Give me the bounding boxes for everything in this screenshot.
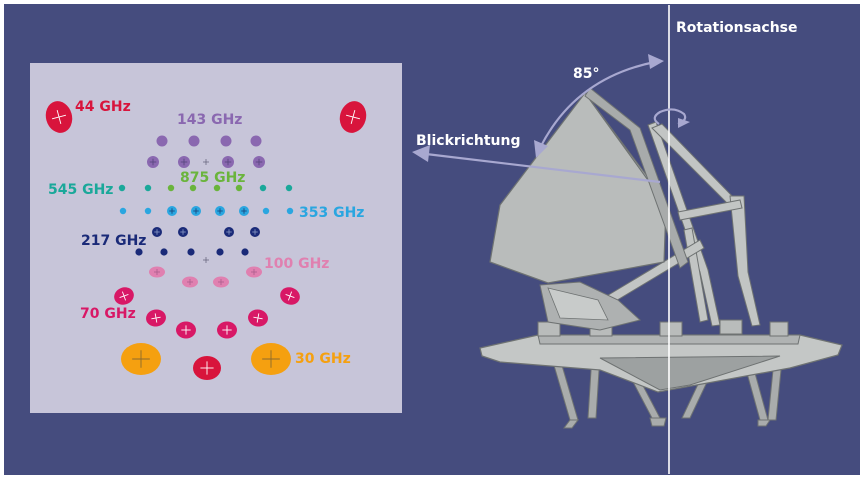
horn-353ghz bbox=[286, 207, 294, 215]
horn-353ghz bbox=[191, 206, 201, 216]
horn-143ghz bbox=[220, 135, 232, 147]
mirror-frame bbox=[584, 87, 689, 269]
horn-143ghz bbox=[253, 156, 265, 168]
horn-217ghz bbox=[216, 248, 224, 256]
base-underside bbox=[599, 355, 781, 391]
horn-545ghz bbox=[259, 184, 267, 192]
horn-100ghz bbox=[246, 266, 262, 278]
horn-70ghz bbox=[176, 321, 196, 339]
rotation-axis-label: Rotationsachse bbox=[676, 20, 798, 36]
horn-70ghz bbox=[146, 309, 166, 327]
horn-143ghz bbox=[222, 156, 234, 168]
horn-875ghz bbox=[189, 184, 197, 192]
horn-143ghz bbox=[250, 135, 262, 147]
horn-30ghz bbox=[251, 343, 291, 375]
horn-217ghz bbox=[224, 227, 234, 237]
horn-143ghz bbox=[188, 135, 200, 147]
label-545ghz: 545 GHz bbox=[48, 182, 113, 198]
horn-353ghz bbox=[215, 206, 225, 216]
horn-217ghz bbox=[152, 227, 162, 237]
label-143ghz: 143 GHz bbox=[177, 112, 242, 128]
horn-44ghz bbox=[45, 101, 73, 133]
angle-arc bbox=[539, 60, 656, 149]
horn-70ghz bbox=[248, 309, 268, 327]
label-875ghz: 875 GHz bbox=[180, 170, 245, 186]
horn-217ghz bbox=[187, 248, 195, 256]
horn-143ghz bbox=[147, 156, 159, 168]
center-marker bbox=[203, 159, 209, 165]
horn-217ghz bbox=[250, 227, 260, 237]
horn-217ghz bbox=[241, 248, 249, 256]
horn-70ghz bbox=[217, 321, 237, 339]
horn-353ghz bbox=[119, 207, 127, 215]
horn-44ghz bbox=[339, 101, 367, 133]
angle-arrowhead-top bbox=[648, 54, 664, 69]
horn-353ghz bbox=[144, 207, 152, 215]
horn-353ghz bbox=[239, 206, 249, 216]
center-marker bbox=[203, 257, 209, 263]
horn-353ghz bbox=[167, 206, 177, 216]
view-direction-label: Blickrichtung bbox=[416, 133, 521, 149]
rotation-arrowhead bbox=[678, 118, 690, 128]
horn-70ghz bbox=[114, 287, 134, 305]
rotation-arrow bbox=[653, 108, 687, 126]
horn-545ghz bbox=[285, 184, 293, 192]
feed-horns bbox=[45, 101, 367, 380]
label-70ghz: 70 GHz bbox=[80, 306, 136, 322]
horn-70ghz bbox=[280, 287, 300, 305]
horn-217ghz bbox=[135, 248, 143, 256]
horn-100ghz bbox=[213, 276, 229, 288]
horn-545ghz bbox=[144, 184, 152, 192]
label-353ghz: 353 GHz bbox=[299, 205, 364, 221]
horn-875ghz bbox=[213, 184, 221, 192]
horn-143ghz bbox=[178, 156, 190, 168]
horn-100ghz bbox=[182, 276, 198, 288]
horn-217ghz bbox=[160, 248, 168, 256]
horn-875ghz bbox=[167, 184, 175, 192]
angle-arrowhead-bottom bbox=[534, 140, 548, 158]
view-direction-line bbox=[425, 152, 661, 184]
horn-217ghz bbox=[178, 227, 188, 237]
horn-143ghz bbox=[156, 135, 168, 147]
horn-100ghz bbox=[149, 266, 165, 278]
horn-875ghz bbox=[235, 184, 243, 192]
label-100ghz: 100 GHz bbox=[264, 256, 329, 272]
angle-label: 85° bbox=[573, 66, 599, 82]
label-44ghz: 44 GHz bbox=[75, 99, 131, 115]
label-30ghz: 30 GHz bbox=[295, 351, 351, 367]
view-direction-arrowhead bbox=[412, 145, 430, 162]
label-217ghz: 217 GHz bbox=[81, 233, 146, 249]
horn-353ghz bbox=[262, 207, 270, 215]
horn-44ghz bbox=[193, 356, 221, 380]
horn-30ghz bbox=[121, 343, 161, 375]
horn-545ghz bbox=[118, 184, 126, 192]
